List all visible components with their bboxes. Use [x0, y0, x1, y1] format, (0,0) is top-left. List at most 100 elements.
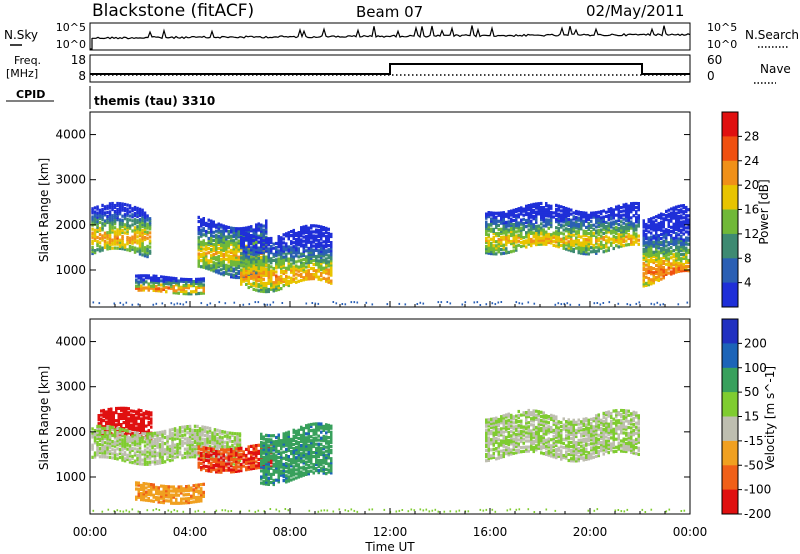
- power-cell: [260, 251, 263, 255]
- power-cell: [617, 208, 620, 212]
- power-cell: [510, 217, 513, 221]
- velocity-cell: [275, 470, 278, 474]
- power-cell: [557, 228, 560, 233]
- power-cell: [325, 241, 328, 245]
- power-cell: [485, 228, 488, 232]
- power-cell: [670, 264, 673, 268]
- velocity-cell: [193, 440, 197, 445]
- power-cell: [587, 221, 590, 225]
- power-cell: [665, 215, 668, 220]
- velocity-cell: [125, 406, 128, 410]
- power-cell: [300, 266, 303, 270]
- velocity-cell: [210, 449, 213, 453]
- power-cell: [247, 263, 250, 267]
- velocity-cell: [217, 458, 220, 462]
- power-cell: [632, 214, 635, 218]
- power-cell: [257, 236, 260, 240]
- power-cell: [111, 228, 114, 232]
- power-cell: [197, 262, 200, 266]
- power-cell: [287, 245, 290, 249]
- power-cell: [242, 243, 245, 247]
- power-cell: [113, 232, 117, 236]
- power-cell: [212, 242, 215, 247]
- velocity-cell: [180, 489, 183, 493]
- velocity-cell: [191, 447, 194, 451]
- power-cell: [257, 270, 260, 275]
- power-cell: [507, 234, 510, 238]
- power-cell: [317, 239, 320, 243]
- power-cell: [660, 259, 663, 263]
- power-cell: [237, 233, 240, 237]
- power-cell: [212, 244, 215, 249]
- velocity-cell: [131, 440, 134, 444]
- power-cell: [555, 218, 558, 222]
- power-cell: [670, 233, 673, 237]
- velocity-cell: [213, 432, 217, 436]
- power-cell: [282, 247, 285, 251]
- velocity-cell: [252, 452, 255, 456]
- velocity-cell: [140, 485, 143, 489]
- power-cell: [292, 245, 295, 249]
- velocity-cell: [146, 456, 149, 460]
- velocity-cell: [272, 458, 275, 462]
- power-cell: [642, 257, 645, 262]
- velocity-cell: [185, 499, 188, 503]
- power-cell: [265, 225, 268, 229]
- power-cell: [662, 213, 665, 217]
- velocity-cell: [143, 454, 147, 458]
- power-cell: [96, 205, 99, 209]
- power-cell: [492, 219, 495, 223]
- velocity-cell: [180, 487, 183, 491]
- velocity-cell: [200, 466, 203, 470]
- power-cell: [677, 249, 680, 253]
- velocity-cell: [215, 462, 218, 466]
- power-cell: [645, 247, 648, 251]
- velocity-cell: [108, 427, 112, 431]
- power-cell: [652, 252, 655, 256]
- velocity-cell: [128, 440, 132, 444]
- power-cell: [235, 257, 238, 261]
- power-cell: [607, 230, 610, 234]
- power-cell: [235, 241, 238, 245]
- velocity-cell: [108, 431, 112, 435]
- power-cell: [277, 265, 280, 269]
- velocity-cell: [177, 487, 180, 491]
- power-cell: [620, 230, 623, 234]
- power-cell: [148, 223, 152, 227]
- power-cell: [590, 225, 593, 229]
- velocity-cell: [96, 437, 99, 441]
- power-cell: [532, 225, 535, 229]
- power-cell: [520, 236, 523, 240]
- velocity-cell: [110, 411, 113, 415]
- power-cell: [602, 215, 605, 219]
- power-cell: [557, 243, 560, 247]
- velocity-cell: [220, 468, 223, 472]
- velocity-cell: [91, 445, 94, 449]
- power-cell: [227, 244, 230, 248]
- colorbar-tick-label: 28: [744, 129, 759, 143]
- velocity-cell: [215, 460, 218, 464]
- power-cell: [265, 283, 268, 288]
- power-cell: [627, 224, 630, 228]
- power-cell: [220, 241, 223, 245]
- power-cell: [530, 219, 533, 223]
- power-cell: [325, 269, 328, 273]
- velocity-cell: [160, 484, 163, 488]
- power-cell: [217, 242, 220, 246]
- power-cell: [305, 275, 308, 279]
- power-ground-scatter: [182, 303, 185, 306]
- power-cell: [685, 246, 688, 250]
- power-ground-scatter: [254, 301, 257, 304]
- power-cell: [577, 216, 580, 220]
- velocity-cell: [106, 443, 109, 447]
- power-cell: [152, 280, 155, 284]
- velocity-cell: [161, 458, 164, 462]
- power-cell: [285, 278, 288, 283]
- power-cell: [675, 233, 678, 238]
- power-cell: [202, 239, 205, 243]
- velocity-cell: [121, 448, 124, 452]
- power-cell: [300, 272, 303, 276]
- power-cell: [622, 205, 625, 209]
- power-cell: [627, 226, 630, 230]
- power-cell: [545, 238, 548, 242]
